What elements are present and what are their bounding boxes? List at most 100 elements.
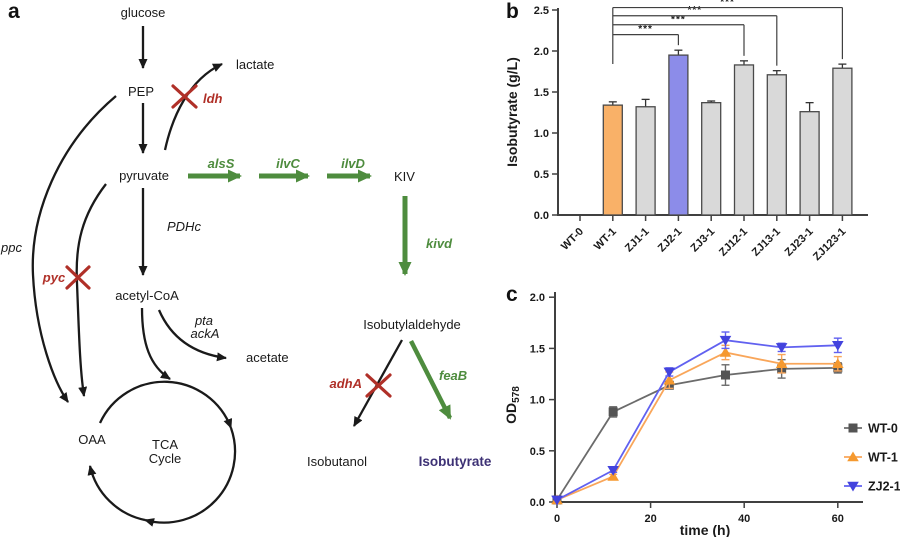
- point-WT-1-48h: [775, 358, 788, 369]
- point-WT-1-24h: [663, 374, 676, 385]
- bar-WT-1: [602, 104, 623, 216]
- pathway-green-arrows: [188, 169, 453, 420]
- y-tick-label: 1.0: [534, 128, 549, 140]
- arrow-acetylcoa-acetate: [157, 309, 227, 362]
- acetate-label: acetate: [246, 350, 289, 365]
- point-WT-1-60h: [832, 358, 844, 369]
- legend-label-WT-0: WT-0: [868, 422, 898, 436]
- line-WT-1: [556, 351, 838, 501]
- x-label-ZJ123-1: ZJ123-1: [811, 226, 848, 263]
- panel-b-label: b: [506, 0, 519, 23]
- panel-a-label: a: [8, 0, 20, 23]
- pta-gene-label: pta: [194, 313, 213, 328]
- bar-ZJ23-1: [799, 111, 820, 216]
- y-tick-label: 2.0: [534, 46, 549, 58]
- point-ZJ2-1-36h: [719, 335, 732, 346]
- sig-label: ***: [671, 14, 686, 25]
- x-label-ZJ12-1: ZJ12-1: [717, 226, 750, 259]
- x-label-ZJ2-1: ZJ2-1: [656, 226, 685, 255]
- ilvd-gene-label: ilvD: [341, 156, 365, 171]
- point-ZJ2-1-24h: [663, 367, 676, 378]
- tca-cycle-arc-left: [87, 465, 146, 522]
- ldh-gene-label: ldh: [203, 91, 223, 106]
- point-ZJ2-1-0h: [551, 495, 563, 506]
- y-tick-label: 0.0: [530, 497, 545, 509]
- lactate-label: lactate: [236, 57, 274, 72]
- bar-ZJ3-1: [701, 102, 722, 216]
- arrow-feaB: [408, 339, 453, 420]
- legend-label-WT-1: WT-1: [868, 451, 898, 465]
- arrow-pyruvate-lactate: [163, 62, 223, 151]
- legend-label-ZJ2-1: ZJ2-1: [868, 480, 900, 494]
- bar-ZJ123-1: [832, 67, 853, 216]
- glucose-label: glucose: [121, 5, 166, 20]
- bar-ZJ12-1: [733, 64, 755, 216]
- isobutanol-label: Isobutanol: [307, 454, 367, 469]
- x-tick-label: 40: [738, 513, 750, 525]
- acetyl-coa-label: acetyl-CoA: [115, 288, 179, 303]
- point-WT-0-12h: [608, 407, 618, 417]
- x-label-WT-1: WT-1: [592, 226, 619, 253]
- sig-label: ***: [720, 0, 735, 8]
- x-tick-label: 60: [832, 513, 844, 525]
- tca-cycle-arc-top: [98, 380, 233, 429]
- pathway-diagram: glucose PEP lactate pyruvate acetyl-CoA …: [0, 5, 492, 527]
- bar-ZJ1-1: [635, 106, 656, 216]
- alss-gene-label: alsS: [208, 156, 235, 171]
- tca-label-line2: Cycle: [149, 451, 182, 466]
- y-tick-label: 2.0: [530, 292, 545, 304]
- ilvc-gene-label: ilvC: [276, 156, 300, 171]
- growth-curve-chart: 0 20 40 60 0.0 0.5 1.0 1.5 2.0 time (h) OD578 WT-0 W…: [503, 292, 900, 537]
- y-tick-label: 0.5: [530, 446, 545, 458]
- sig-label: ***: [638, 24, 653, 35]
- point-WT-0-36h: [720, 370, 730, 380]
- x-label-WT-0: WT-0: [559, 226, 586, 253]
- isobutyrate-label: Isobutyrate: [419, 454, 492, 469]
- bar-ZJ13-1: [766, 74, 787, 216]
- axes: [554, 292, 863, 503]
- tca-label-line1: TCA: [152, 437, 178, 452]
- y-axis-title: OD578: [503, 386, 522, 424]
- x-label-ZJ13-1: ZJ13-1: [750, 226, 783, 259]
- line-ZJ2-1: [556, 339, 838, 501]
- point-ZJ2-1-60h: [832, 341, 844, 351]
- y-tick-label: 1.5: [534, 87, 549, 99]
- y-tick-label: 2.5: [534, 5, 549, 17]
- arrow-pyruvate-oaa-pyc: [75, 183, 107, 397]
- y-tick-label: 0.0: [534, 210, 549, 222]
- sig-label: ***: [687, 5, 702, 16]
- line-WT-0: [556, 366, 838, 501]
- tca-cycle-arc-bottom: [144, 427, 237, 527]
- panel-c-label: c: [506, 283, 518, 306]
- legend-marker-WT-0: [848, 423, 858, 433]
- point-WT-1-36h: [719, 346, 732, 357]
- x-axis-title: time (h): [680, 522, 731, 537]
- adhA-cross-icon: [365, 373, 392, 398]
- point-ZJ2-1-48h: [775, 343, 788, 353]
- arrow-pep-oaa-ppc: [31, 95, 117, 403]
- kiv-label: KIV: [394, 169, 415, 184]
- feab-gene-label: feaB: [439, 368, 467, 383]
- oaa-label: OAA: [78, 432, 106, 447]
- y-tick-label: 0.5: [534, 169, 549, 181]
- arrow-acetylcoa-tca: [140, 307, 171, 380]
- ldh-cross-icon: [171, 84, 198, 109]
- adha-gene-label: adhA: [330, 376, 363, 391]
- pdhc-gene-label: PDHc: [167, 219, 201, 234]
- ppc-gene-label: ppc: [0, 240, 22, 255]
- isobutyrate-bar-chart: 0.0 0.5 1.0 1.5 2.0 2.5 Isobutyrate (g/L) WT-0 W…: [504, 0, 868, 263]
- kivd-gene-label: kivd: [426, 236, 453, 251]
- isobutylaldehyde-label: Isobutylaldehyde: [363, 317, 461, 332]
- point-WT-1-12h: [607, 470, 619, 481]
- y-tick-label: 1.5: [530, 343, 545, 355]
- legend-marker-WT-1: [847, 451, 859, 462]
- knockout-crosses: [65, 84, 392, 398]
- bar-ZJ2-1: [668, 54, 689, 216]
- pyruvate-label: pyruvate: [119, 168, 169, 183]
- acka-gene-label: ackA: [191, 326, 220, 341]
- x-label-ZJ3-1: ZJ3-1: [689, 226, 718, 255]
- legend-marker-ZJ2-1: [847, 481, 859, 492]
- point-ZJ2-1-12h: [607, 465, 619, 476]
- x-tick-label: 0: [554, 513, 560, 525]
